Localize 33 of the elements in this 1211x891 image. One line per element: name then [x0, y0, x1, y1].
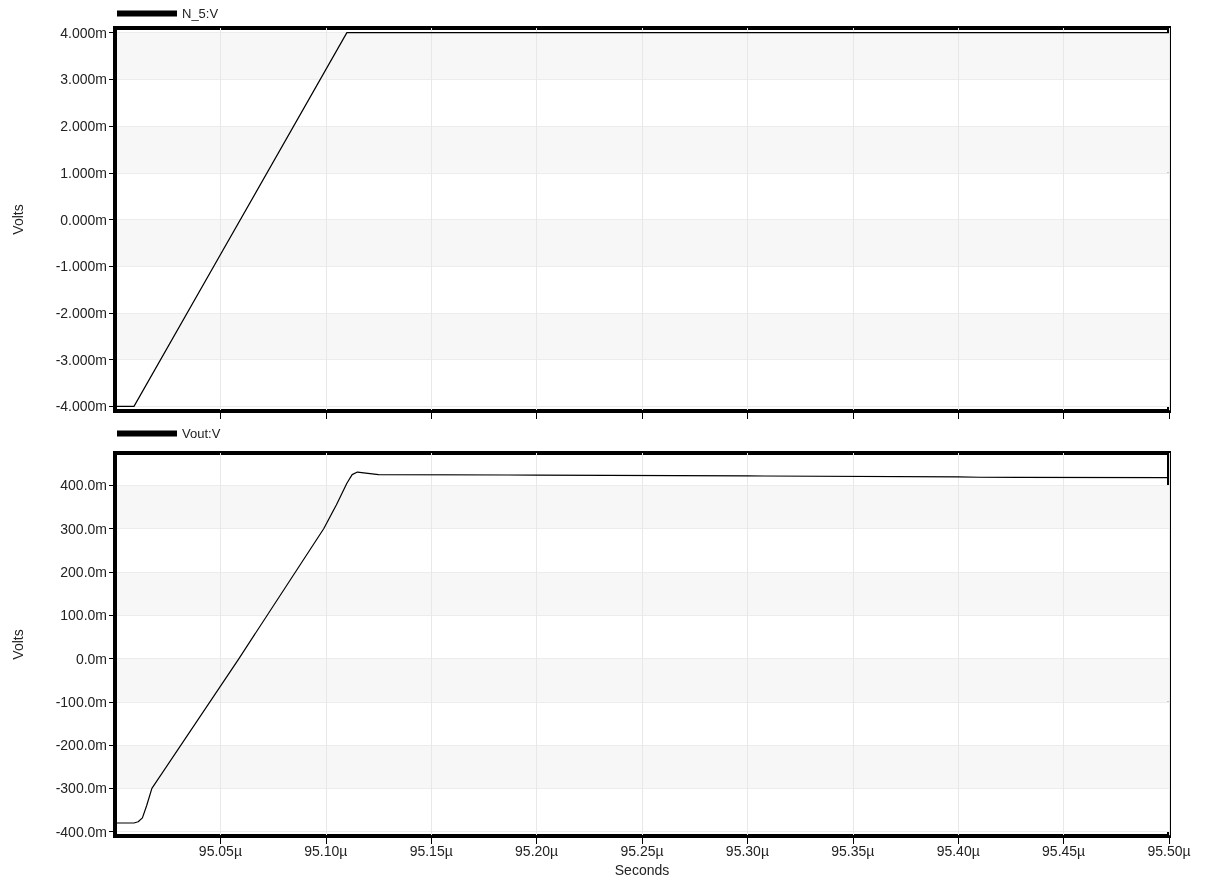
x-tick-label: 95.30µ: [725, 843, 769, 859]
legend-label: Vout:V: [182, 426, 221, 441]
y-tick-label: 3.000m: [60, 71, 107, 88]
legend-label: N_5:V: [182, 6, 219, 21]
y-tick-label: 1.000m: [60, 164, 107, 181]
y-tick-label: 200.0m: [60, 564, 107, 581]
x-tick-label: 95.25µ: [620, 843, 664, 859]
y-axis-title: Volts: [10, 629, 26, 660]
x-tick-label: 95.45µ: [1042, 843, 1086, 859]
x-tick-label: 95.20µ: [515, 843, 559, 859]
y-tick-label: 0.000m: [60, 211, 107, 228]
x-axis-title: Seconds: [614, 861, 670, 878]
y-tick-label: -100.0m: [55, 693, 107, 710]
x-tick-label: 95.10µ: [304, 843, 348, 859]
y-tick-label: 0.0m: [75, 650, 107, 667]
y-tick-label: 400.0m: [60, 477, 107, 494]
y-tick-label: -3.000m: [55, 351, 107, 368]
y-tick-label: -4.000m: [55, 398, 107, 415]
y-tick-label: -400.0m: [55, 823, 107, 840]
x-tick-label: 95.40µ: [936, 843, 980, 859]
x-tick-label: 95.15µ: [409, 843, 453, 859]
y-tick-label: 100.0m: [60, 607, 107, 624]
y-tick-label: 4.000m: [60, 24, 107, 41]
y-tick-label: -1.000m: [55, 258, 107, 275]
x-tick-label: 95.50µ: [1147, 843, 1191, 859]
y-tick-label: -2.000m: [55, 304, 107, 321]
y-axis-title: Volts: [10, 204, 26, 235]
x-tick-label: 95.05µ: [198, 843, 242, 859]
x-tick-label: 95.35µ: [831, 843, 875, 859]
y-tick-label: -200.0m: [55, 737, 107, 754]
y-tick-label: 2.000m: [60, 118, 107, 135]
y-tick-label: 300.0m: [60, 520, 107, 537]
y-tick-label: -300.0m: [55, 780, 107, 797]
